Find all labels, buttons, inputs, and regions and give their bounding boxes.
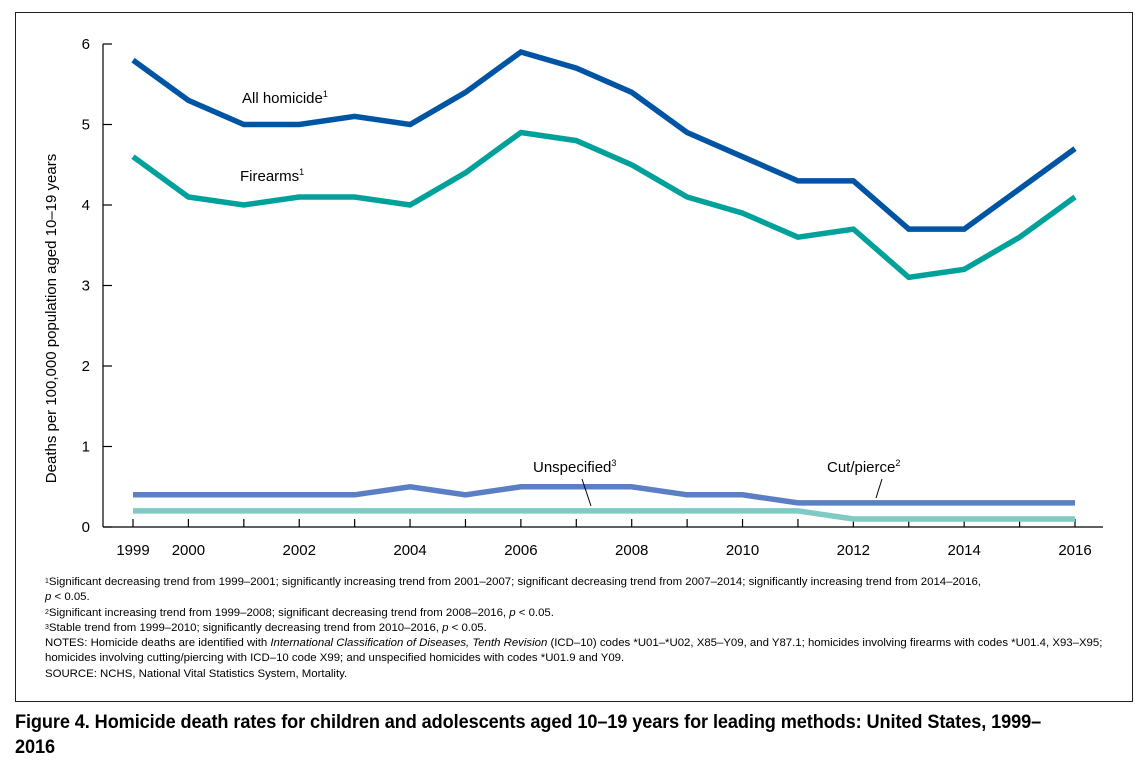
y-tick-label: 1 [82, 439, 90, 456]
series-label-sup: 3 [611, 458, 616, 468]
series-label-text: All homicide [242, 90, 323, 107]
y-tick-label: 5 [82, 117, 90, 134]
x-tick-label: 1999 [116, 542, 149, 559]
x-tick-label: 2004 [393, 542, 426, 559]
notes-text: NOTES: Homicide deaths are identified wi… [45, 637, 1103, 665]
x-tick-label: 2016 [1058, 542, 1091, 559]
line-chart: 0 1 2 3 4 5 6 1999 2000 2002 2004 2006 2008 2010 2012 2… [43, 36, 1103, 559]
series-lines [131, 48, 1077, 522]
figure-caption: Figure 4. Homicide death rates for child… [15, 711, 1042, 758]
footnote-3: 3Stable trend from 1999–2010; significan… [45, 621, 487, 634]
cut-pierce-leader-line [875, 478, 883, 499]
source-text: SOURCE: NCHS, National Vital Statistics … [45, 667, 348, 680]
footnote-1: 1Significant decreasing trend from 1999–… [45, 576, 981, 604]
x-tick-label: 2008 [615, 542, 648, 559]
x-tick-label: 2010 [726, 542, 759, 559]
x-tick-label: 2002 [283, 542, 316, 559]
axes: 0 1 2 3 4 5 6 1999 2000 2002 2004 2006 2008 2010 2012 2… [43, 36, 1103, 559]
y-axis-title: Deaths per 100,000 population aged 10–19… [43, 154, 60, 483]
series-label-sup: 2 [895, 458, 900, 468]
series-line-cut-pierce [133, 508, 1075, 522]
x-tick-label: 2000 [172, 542, 205, 559]
series-line-firearms [131, 129, 1077, 281]
figure-frame [15, 12, 1133, 702]
x-tick-label: 2014 [947, 542, 980, 559]
y-tick-label: 4 [82, 197, 90, 214]
unspecified-leader-line [581, 478, 592, 507]
series-label: Firearms1 [240, 167, 304, 185]
series-label: Unspecified3 [533, 458, 616, 476]
y-tick-label: 0 [82, 519, 90, 536]
series-label-sup: 1 [323, 89, 328, 99]
series-label-sup: 1 [299, 167, 304, 177]
series-label: All homicide1 [242, 89, 328, 107]
x-tick-label: 2006 [504, 542, 537, 559]
x-tick-label: 2012 [837, 542, 870, 559]
series-line-unspecified [133, 484, 1075, 506]
y-tick-label: 2 [82, 358, 90, 375]
y-tick-label: 6 [82, 36, 90, 53]
footnotes: 1Significant decreasing trend from 1999–… [45, 575, 1120, 682]
series-line-all-homicide [131, 48, 1077, 232]
series-label-text: Unspecified [533, 459, 611, 476]
y-tick-label: 3 [82, 278, 90, 295]
series-label-text: Cut/pierce [827, 459, 895, 476]
series-label-text: Firearms [240, 168, 299, 185]
series-label: Cut/pierce2 [827, 458, 900, 476]
footnote-2: 2Significant increasing trend from 1999–… [45, 606, 554, 619]
